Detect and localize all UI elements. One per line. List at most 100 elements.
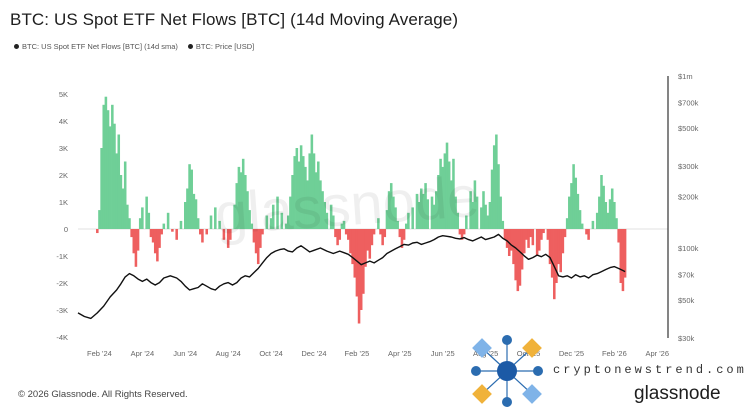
flow-bar <box>306 180 309 229</box>
flow-bar <box>510 229 513 251</box>
flow-bar <box>192 193 196 229</box>
flow-bar <box>568 196 571 229</box>
flow-bar <box>289 196 292 229</box>
flow-bar <box>108 126 112 229</box>
flow-bar <box>610 188 614 229</box>
flow-bar <box>595 212 599 229</box>
flow-bar <box>158 229 161 248</box>
x-tick-label: Oct '24 <box>259 349 283 358</box>
flow-bar <box>454 196 457 229</box>
flow-bar <box>364 229 367 267</box>
flow-bar <box>291 175 294 229</box>
flow-bar <box>460 229 464 240</box>
y-left-tick-label: -2K <box>56 279 68 288</box>
flow-bar <box>613 202 616 229</box>
flow-bar <box>578 210 582 229</box>
flow-bar <box>435 191 438 229</box>
legend: BTC: US Spot ETF Net Flows [BTC] (14d sm… <box>14 42 254 51</box>
x-tick-label: Apr '25 <box>388 349 412 358</box>
flow-bar <box>606 212 610 229</box>
flow-bar <box>400 229 404 248</box>
flow-bar <box>417 202 421 229</box>
flow-bar <box>563 229 567 238</box>
flow-bar <box>615 218 618 229</box>
flow-bar <box>529 229 532 238</box>
flow-bar <box>396 220 399 229</box>
flow-bar <box>355 229 359 297</box>
flow-bar <box>138 218 142 229</box>
flow-bar <box>156 229 159 262</box>
flow-bar <box>520 229 524 270</box>
flow-bar <box>351 229 354 265</box>
flow-bar <box>407 212 410 229</box>
flow-bar <box>123 161 127 229</box>
flow-bar <box>394 207 397 229</box>
flow-bar <box>188 164 191 229</box>
flow-bar <box>458 229 462 235</box>
flow-bar <box>160 229 163 235</box>
flow-bar <box>490 169 494 229</box>
flow-bar <box>559 229 562 273</box>
flow-bar <box>166 212 170 229</box>
flow-bar <box>535 229 539 256</box>
flow-bar <box>439 158 442 229</box>
flow-bar <box>462 229 466 235</box>
flow-bar <box>357 229 361 324</box>
flow-bar <box>499 196 502 229</box>
y-left-tick-label: 1K <box>59 198 68 207</box>
flow-bar <box>304 166 307 229</box>
flow-bar <box>336 229 339 246</box>
flow-bar <box>540 229 543 240</box>
flow-bar <box>295 148 299 229</box>
flow-bar <box>115 153 118 229</box>
flow-bar <box>385 210 389 229</box>
flow-bar <box>194 199 198 229</box>
flow-bar <box>241 158 245 229</box>
y-left-tick-label: 3K <box>59 144 68 153</box>
legend-dot-flows-icon <box>14 44 19 49</box>
flow-bar <box>443 153 447 229</box>
legend-item-flows[interactable]: BTC: US Spot ETF Net Flows [BTC] (14d sm… <box>14 42 178 51</box>
flow-bar <box>553 229 556 300</box>
y-left-tick-label: 4K <box>59 117 68 126</box>
flow-bar <box>276 196 279 229</box>
flow-bar <box>325 212 329 229</box>
flow-bar <box>145 196 148 229</box>
flow-bar <box>218 220 221 229</box>
legend-dot-price-icon <box>187 44 193 49</box>
flow-bar <box>465 215 468 229</box>
flow-bar <box>344 229 348 235</box>
flow-bar <box>366 229 369 251</box>
flow-bar <box>237 166 241 229</box>
flow-bar <box>297 161 301 229</box>
flow-bar <box>186 188 189 229</box>
flow-bar <box>516 229 520 292</box>
flow-bar <box>359 229 363 310</box>
y-left-tick-label: -1K <box>56 252 68 261</box>
flow-bar <box>179 220 183 229</box>
flow-bar <box>256 229 260 265</box>
flow-bar <box>572 164 575 229</box>
flow-bar <box>621 229 625 292</box>
flow-bar <box>389 183 393 229</box>
flow-bar <box>379 229 382 235</box>
brand-logo: glassnode <box>634 383 721 404</box>
x-tick-label: Jun '24 <box>173 349 197 358</box>
flow-bar <box>411 207 414 229</box>
x-tick-label: Apr '24 <box>131 349 155 358</box>
flow-bar <box>456 212 460 229</box>
flow-bar <box>117 134 121 229</box>
flow-bar <box>175 229 178 240</box>
flow-bar <box>286 215 290 229</box>
flow-bar <box>98 210 101 229</box>
flow-bar <box>617 229 620 243</box>
flow-bar <box>398 229 402 238</box>
flow-bar <box>162 223 166 229</box>
flow-bar <box>128 218 131 229</box>
flow-bar <box>370 229 374 246</box>
legend-item-price[interactable]: BTC: Price [USD] <box>187 42 254 51</box>
network-logo-icon <box>471 335 543 407</box>
flow-bar <box>205 229 208 235</box>
flow-bar <box>550 229 554 278</box>
flow-bar <box>269 218 273 229</box>
